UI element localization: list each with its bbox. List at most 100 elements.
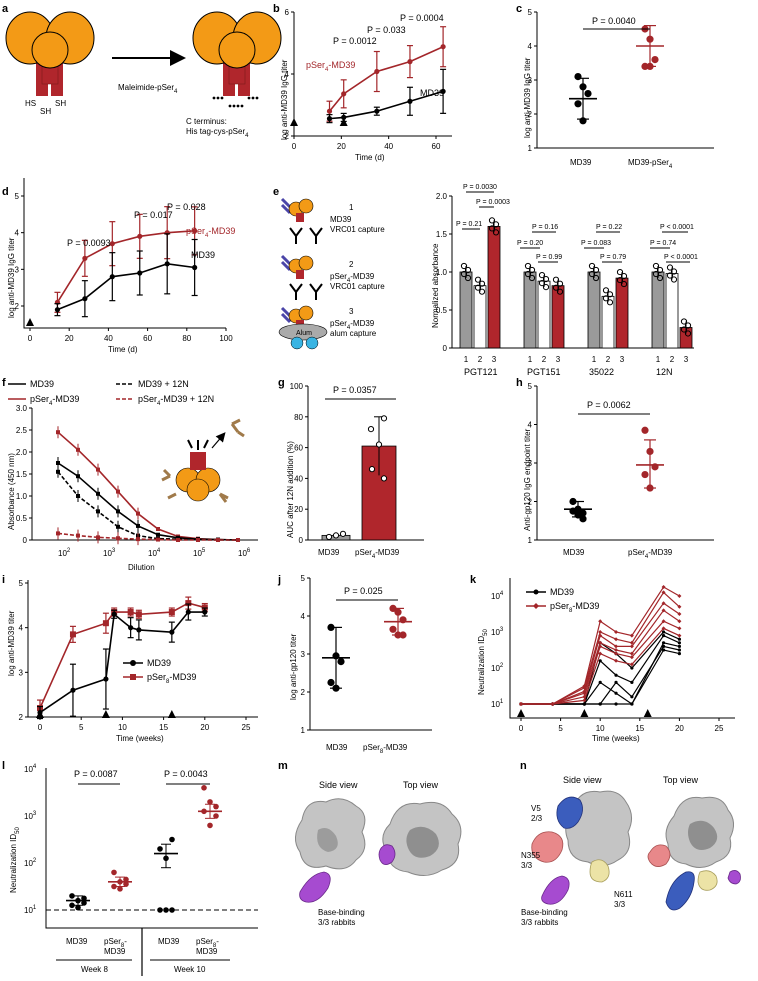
y-tick-label: 1.5: [436, 230, 448, 239]
pval-h: P = 0.0062: [587, 400, 631, 410]
y-tick-label: 2: [285, 132, 290, 141]
md39-series-point: [185, 609, 191, 615]
md39-point: [677, 637, 682, 641]
x-tick-3: 104: [148, 548, 161, 558]
panel-letter-e: e: [273, 186, 279, 198]
md39-series-point: [103, 676, 109, 682]
bar-point: [680, 318, 688, 325]
panel-letter-n: n: [520, 760, 527, 772]
md39-point: [614, 702, 618, 706]
x-axis-label: Time (d): [108, 345, 138, 354]
capture-row-1: 1 MD39 VRC01 capture: [280, 197, 385, 244]
bar-point: [492, 221, 500, 228]
top-view-label: Top view: [403, 780, 439, 790]
black-series-point: [341, 114, 347, 120]
pser4-md39-12n-line-point: [96, 535, 100, 540]
x-ticks: 0 20 40 60 80 100: [28, 328, 233, 343]
bar-point: [666, 272, 674, 279]
md39-point: [661, 648, 666, 652]
md39-point: [661, 644, 666, 649]
panel-letter-m: m: [278, 760, 288, 772]
legend: MD39 pSer8-MD39: [526, 587, 599, 614]
y-tick-label: 2: [528, 498, 533, 507]
pser8-series-point: [102, 620, 109, 627]
x-tick-label: 15: [159, 723, 168, 732]
em-map-top: [378, 801, 462, 876]
plot-area: [564, 426, 664, 523]
svg-text:P = 0.22: P = 0.22: [596, 224, 622, 231]
svg-text:P = 0.79: P = 0.79: [600, 254, 626, 261]
x-tick-2: 103: [103, 548, 116, 558]
plot-area: [36, 596, 208, 720]
md39-series-line: [39, 611, 205, 714]
y-tick-1: 101: [491, 699, 504, 709]
pser4-md39-12n-line-point: [156, 537, 160, 542]
panel-n: n Side view Top view V5 2/3 N355 3/3 N61…: [520, 760, 741, 927]
pser4-md39-line-point: [156, 527, 160, 531]
week-label-1: Week 8: [81, 965, 109, 974]
data-point: [332, 532, 340, 539]
pser4-md39-12n-line-point: [136, 537, 140, 542]
injection-arrow: [101, 710, 110, 718]
md39-series-point: [136, 627, 142, 633]
pval-g: P = 0.0357: [333, 385, 377, 395]
pser8-point: [629, 644, 634, 649]
y-tick-label: 0.5: [436, 306, 448, 315]
pser8-series-point: [135, 611, 142, 618]
side-view-label: Side view: [563, 775, 602, 785]
x-tick-label: 0: [28, 334, 33, 343]
bar-point: [538, 272, 546, 279]
data-point: [69, 902, 75, 909]
pval-l-1: P = 0.0087: [74, 769, 118, 779]
panel-k: k Neutralization ID50 101 102 103 104 0 5…: [470, 574, 735, 743]
x-ticks: 102 103 104 105 106: [58, 548, 251, 558]
md39-point: [677, 641, 682, 645]
lane-label: 3: [492, 355, 497, 364]
pval-b-1: P = 0.0012: [333, 36, 377, 46]
data-point: [169, 836, 175, 843]
svg-text:P = 0.21: P = 0.21: [456, 221, 482, 228]
x-tick-label: 20: [65, 334, 74, 343]
x-ticks: 0 5 10 15 20 25: [38, 717, 251, 732]
pser4-md39-line-point: [76, 447, 80, 452]
svg-text:P = 0.99: P = 0.99: [536, 254, 562, 261]
pser8-point: [614, 658, 619, 663]
x-tick-label: 20: [675, 724, 684, 733]
bar-point: [556, 280, 564, 287]
data-point: [339, 530, 347, 537]
pser4-md39-12n-line: [57, 532, 238, 541]
y-tick-label: 20: [294, 505, 303, 514]
pser8-point: [614, 630, 619, 634]
bar: [459, 271, 473, 349]
y-tick-label: 3: [301, 650, 306, 659]
capture-row-2: 2 pSer4-MD39 VRC01 capture: [280, 254, 385, 300]
y-axis-label: Neutralization ID50: [9, 827, 21, 893]
red-series-point: [82, 255, 88, 261]
data-point: [111, 869, 117, 876]
md39-12n-line-point: [116, 524, 120, 529]
y-tick-label: 3: [528, 459, 533, 468]
panel-m: m Side view Top view Base-binding 3/3 ra…: [278, 760, 462, 927]
y-tick-label: 100: [290, 382, 304, 391]
injection-arrow: [580, 709, 589, 717]
category-label-1: MD39: [570, 158, 592, 167]
panel-letter-k: k: [470, 574, 477, 586]
y-tick-label: 1.5: [16, 470, 28, 479]
pser4-md39-line-point: [56, 430, 60, 435]
y-tick-label: 2: [19, 713, 24, 722]
md39-point: [661, 634, 666, 638]
data-point: [375, 441, 383, 448]
red-series-point: [109, 241, 115, 247]
data-point: [123, 881, 129, 887]
black-series-line: [57, 263, 195, 311]
pval-b-3: P = 0.0004: [400, 13, 444, 23]
plot-area: [321, 415, 397, 541]
pser8-point: [614, 637, 619, 642]
x-axis-label: Time (d): [355, 153, 385, 162]
x-tick-label: 10: [596, 724, 605, 733]
injection-arrow: [643, 709, 652, 717]
capture-num-1: 1: [349, 203, 354, 212]
pval-d-3: P = 0.028: [167, 202, 206, 212]
y-tick-label: 5: [528, 382, 533, 391]
pser4-md39-line-point: [136, 511, 140, 516]
